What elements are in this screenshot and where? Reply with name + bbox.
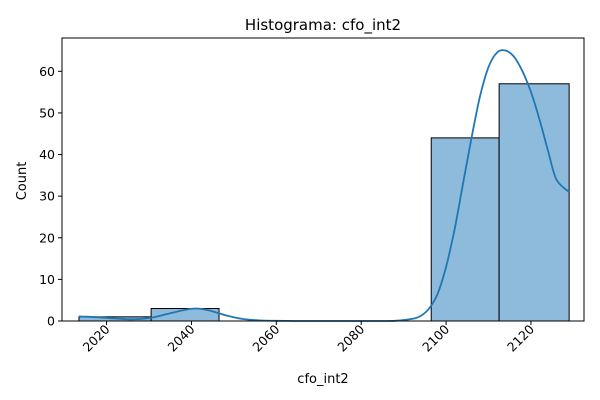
- x-axis-ticks: 2020 2040 2060 2080 2100 2120: [80, 321, 537, 355]
- y-tick-label: 40: [39, 147, 55, 162]
- histogram-bar: [498, 83, 570, 322]
- x-tick-label: 2060: [249, 321, 282, 354]
- bars-layer: [78, 83, 570, 322]
- y-tick-label: 10: [39, 272, 55, 287]
- x-axis-label: cfo_int2: [297, 372, 348, 387]
- plot-frame: [61, 37, 585, 322]
- x-tick-label: 2100: [419, 321, 452, 354]
- x-tick-label: 2080: [334, 321, 367, 354]
- histogram-bar: [430, 137, 500, 322]
- x-tick-label: 2120: [504, 321, 537, 354]
- y-tick-label: 20: [39, 230, 55, 245]
- y-tick-label: 0: [47, 314, 55, 329]
- x-tick-label: 2020: [80, 321, 113, 354]
- y-tick-label: 30: [39, 189, 55, 204]
- y-tick-label: 60: [39, 64, 55, 79]
- y-tick-label: 50: [39, 105, 55, 120]
- x-tick-label: 2040: [164, 321, 197, 354]
- chart-title: Histograma: cfo_int2: [245, 16, 401, 35]
- y-axis-label: Count: [15, 162, 30, 201]
- y-axis-ticks: 0 10 20 30 40 50 60: [39, 64, 62, 329]
